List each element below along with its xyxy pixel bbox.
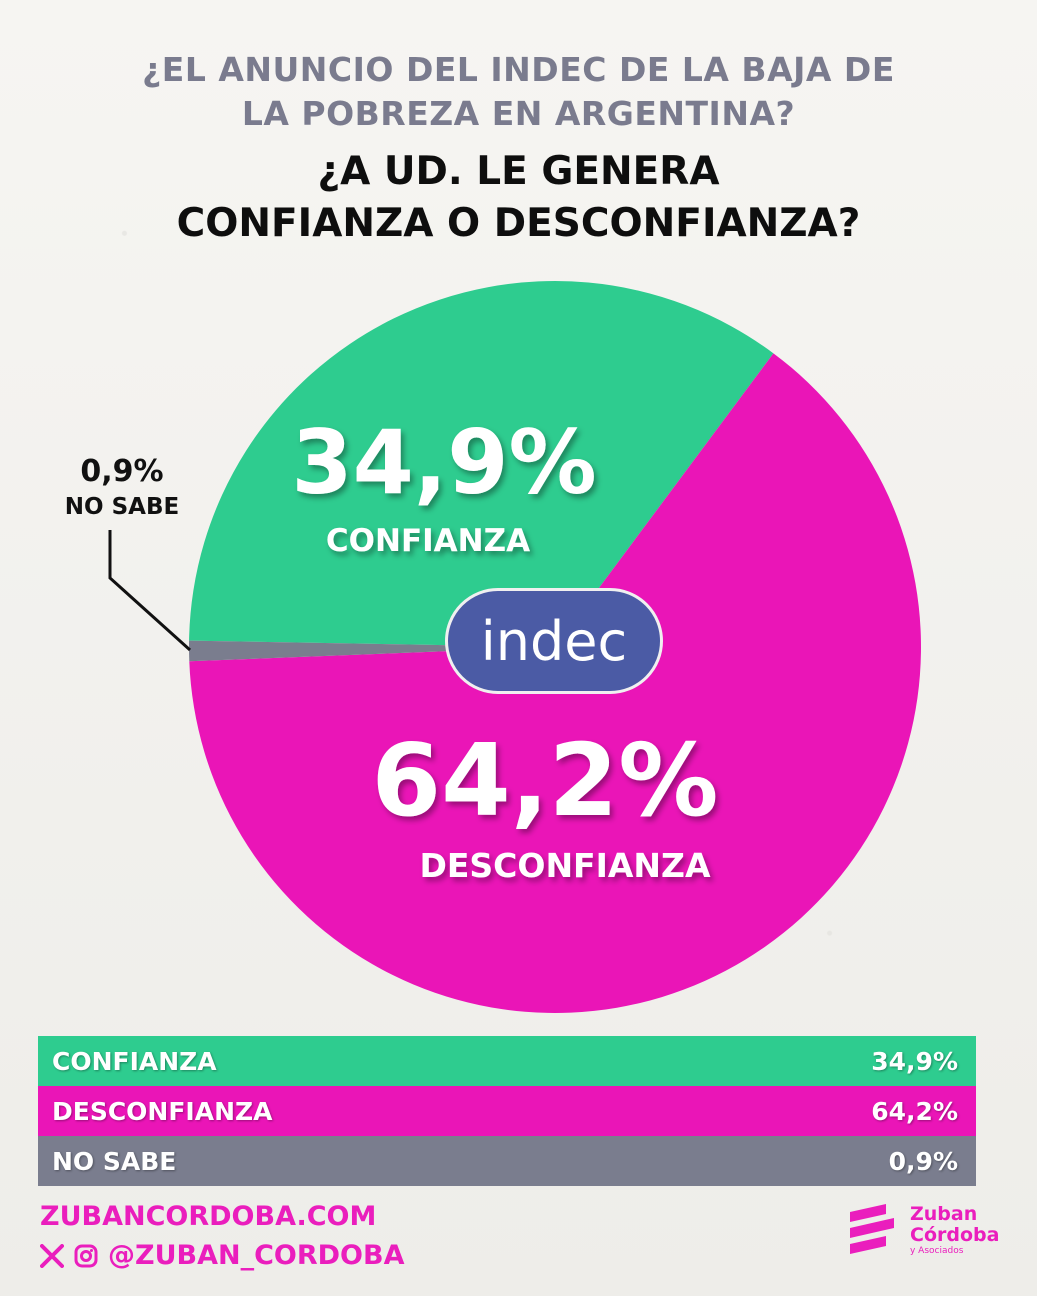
- slice-confianza: [189, 280, 774, 647]
- no-sabe-pct: 0,9%: [80, 454, 163, 489]
- brand-line-2: Córdoba: [910, 1224, 1000, 1246]
- legend-label: NO SABE: [52, 1146, 177, 1176]
- title-line-2: CONFIANZA O DESCONFIANZA?: [176, 201, 861, 246]
- zuban-cordoba-logo-icon: [850, 1204, 894, 1254]
- legend-table: CONFIANZA 34,9% DESCONFIANZA 64,2% NO SA…: [38, 1036, 976, 1186]
- legend-value: 64,2%: [871, 1096, 958, 1126]
- legend-row-desconfianza: DESCONFIANZA 64,2%: [38, 1086, 976, 1136]
- subtitle-line-2: LA POBREZA EN ARGENTINA?: [241, 94, 796, 133]
- legend-label: CONFIANZA: [52, 1046, 217, 1076]
- instagram-icon[interactable]: [74, 1244, 98, 1268]
- no-sabe-label: NO SABE: [65, 494, 179, 520]
- brand-line-3: y Asociados: [910, 1246, 964, 1256]
- confianza-pct: 34,9%: [291, 411, 596, 514]
- no-sabe-leader-line: [108, 530, 192, 652]
- legend-label: DESCONFIANZA: [52, 1096, 273, 1126]
- footer-url[interactable]: ZUBANCORDOBA.COM: [40, 1201, 377, 1232]
- legend-value: 0,9%: [888, 1146, 958, 1176]
- title-line-1: ¿A UD. LE GENERA: [317, 149, 720, 194]
- legend-row-no-sabe: NO SABE 0,9%: [38, 1136, 976, 1186]
- footer-handle[interactable]: @ZUBAN_CORDOBA: [108, 1240, 405, 1271]
- footer-social: @ZUBAN_CORDOBA: [40, 1240, 404, 1271]
- brand: Zuban Córdoba y Asociados: [846, 1202, 999, 1258]
- header-subtitle: ¿EL ANUNCIO DEL INDEC DE LA BAJA DE LA P…: [0, 48, 1037, 136]
- desconfianza-pct: 64,2%: [372, 722, 719, 839]
- legend-value: 34,9%: [871, 1046, 958, 1076]
- indec-logo-text: indec: [480, 609, 628, 673]
- subtitle-line-1: ¿EL ANUNCIO DEL INDEC DE LA BAJA DE: [142, 50, 895, 89]
- header-title: ¿A UD. LE GENERA CONFIANZA O DESCONFIANZ…: [0, 146, 1037, 250]
- desconfianza-label: DESCONFIANZA: [419, 846, 710, 885]
- brand-line-1: Zuban: [910, 1203, 978, 1225]
- indec-logo: indec: [445, 588, 663, 694]
- brand-text: Zuban Córdoba y Asociados: [910, 1203, 1000, 1257]
- legend-row-confianza: CONFIANZA 34,9%: [38, 1036, 976, 1086]
- x-icon[interactable]: [40, 1243, 64, 1268]
- confianza-label: CONFIANZA: [326, 523, 530, 559]
